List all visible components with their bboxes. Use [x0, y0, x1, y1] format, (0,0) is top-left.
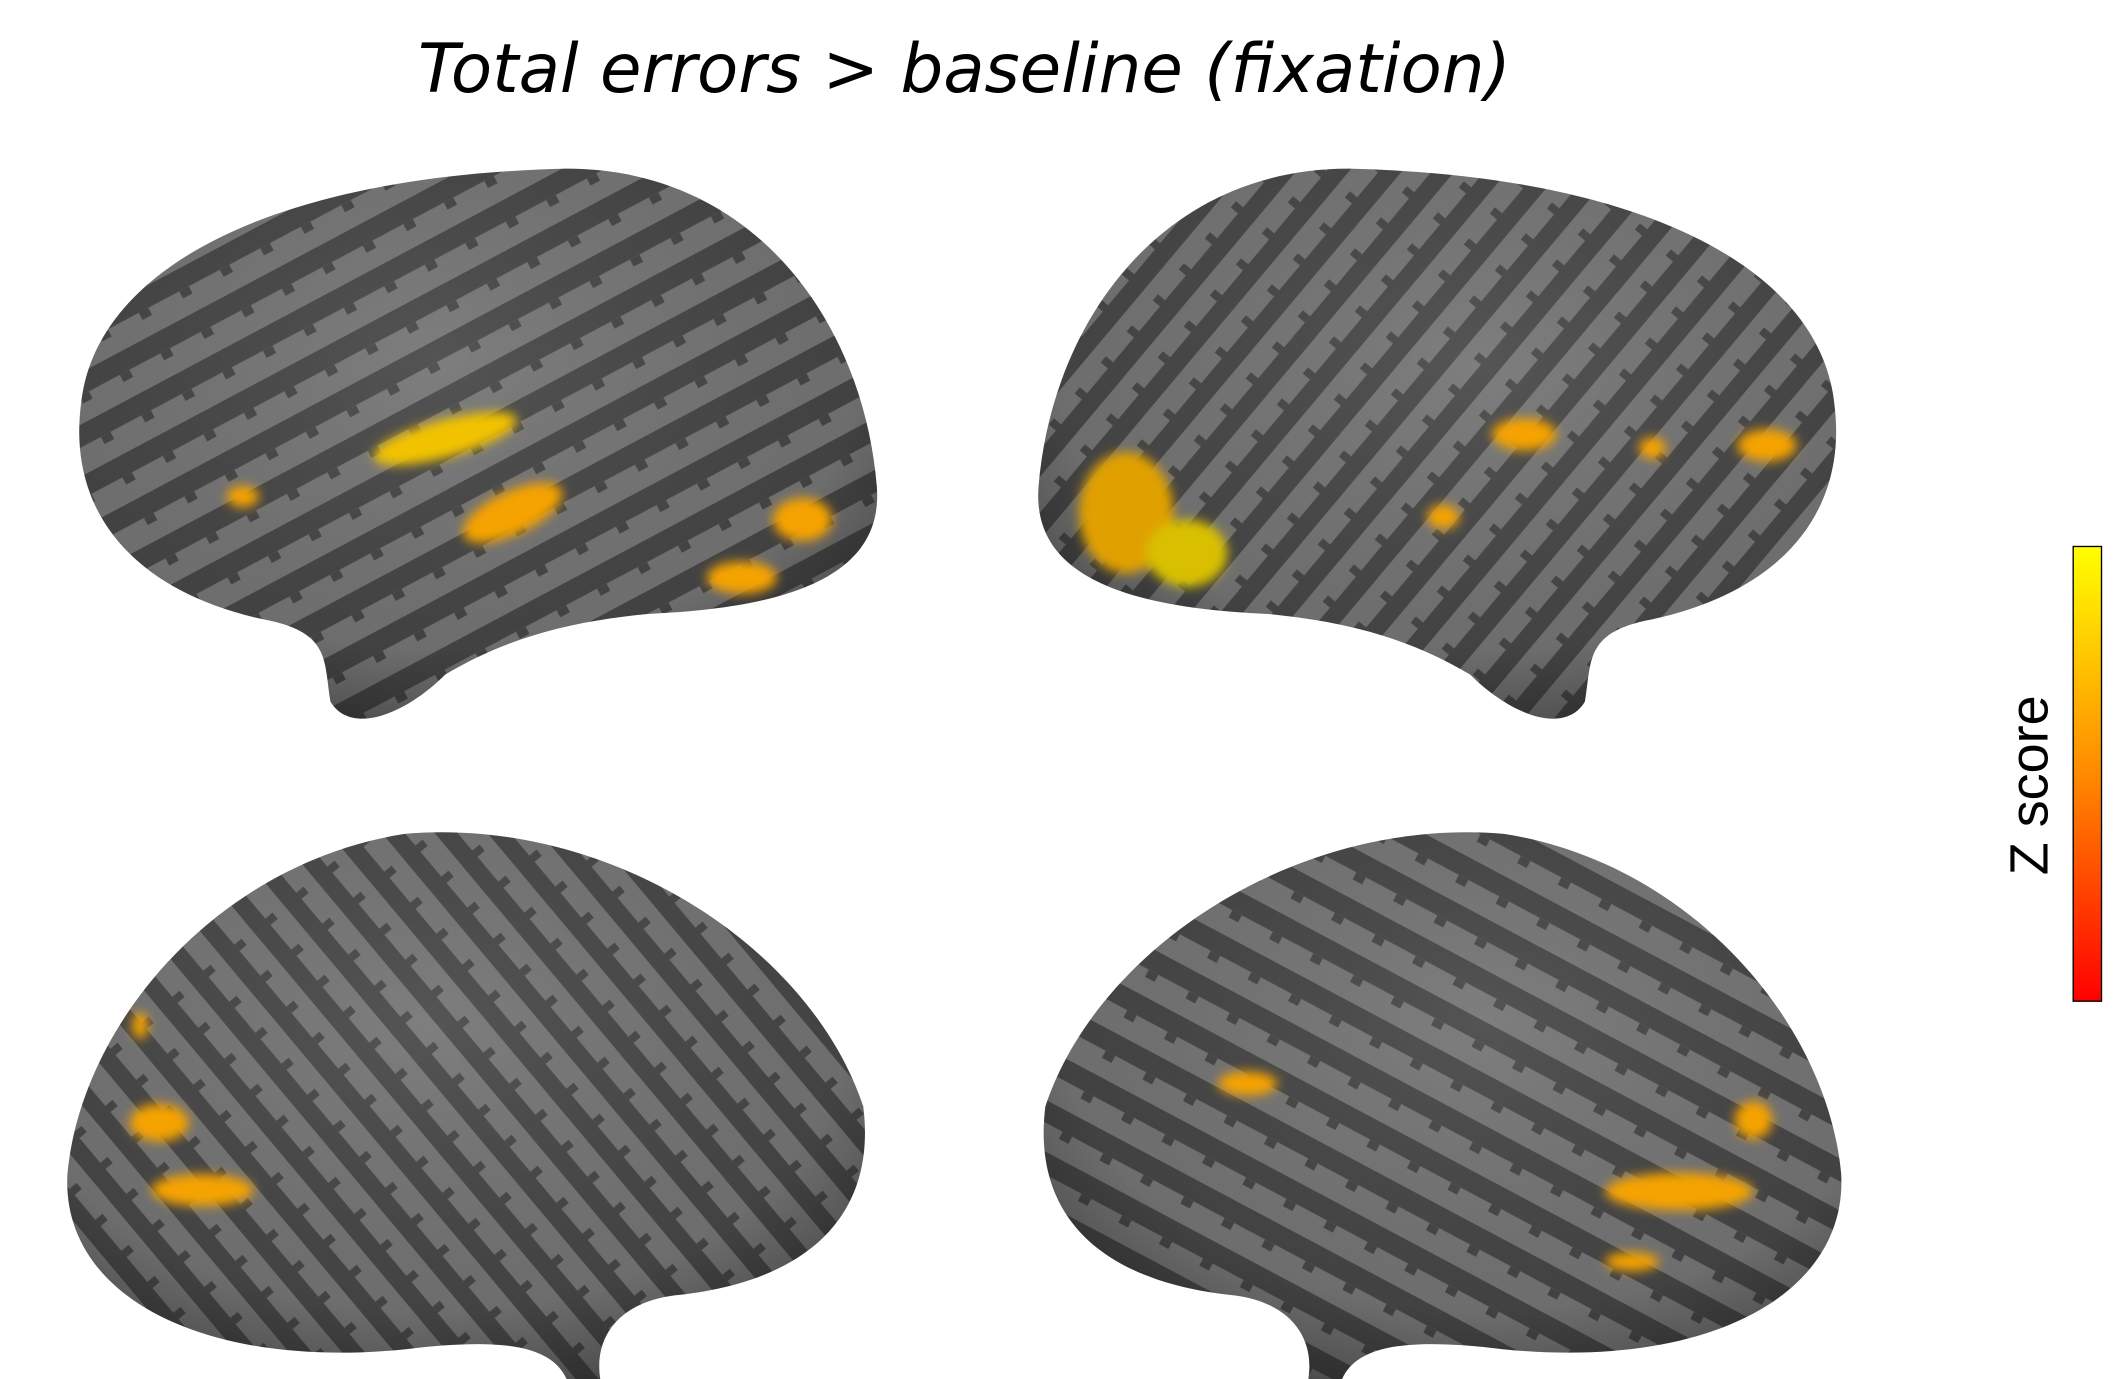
brain-left-lateral [79, 169, 877, 719]
brain-left-medial [67, 832, 865, 1379]
figure-title: Total errors > baseline (fixation) [418, 29, 1511, 108]
brain-right-medial [1044, 832, 1842, 1379]
colorbar [2073, 546, 2101, 1001]
figure: Total errors > baseline (fixation) [0, 0, 2115, 1379]
page: Total errors > baseline (fixation) [0, 0, 2115, 1379]
brain-right-lateral [1038, 169, 1836, 719]
colorbar-label: Z score [2000, 695, 2060, 875]
